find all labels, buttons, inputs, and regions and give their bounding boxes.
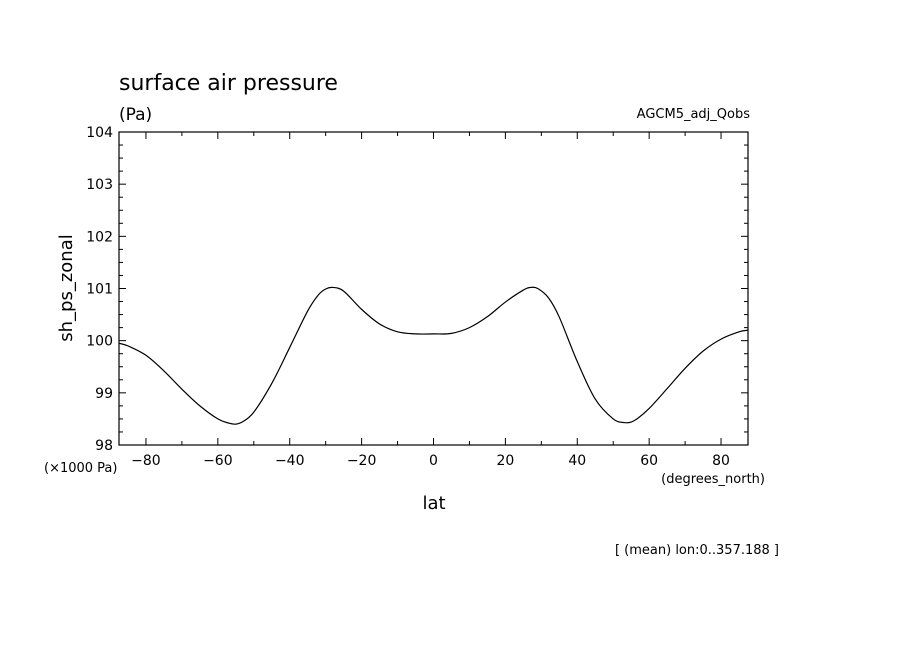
y-tick-label: 104: [86, 125, 113, 141]
series-line: [118, 286, 749, 425]
y-units-label: (×1000 Pa): [44, 461, 117, 476]
chart-subtitle: (Pa): [119, 105, 152, 125]
x-tick-label: −60: [203, 453, 233, 469]
plot-frame: [118, 131, 749, 446]
x-tick-label: 0: [429, 453, 438, 469]
y-tick-label: 101: [86, 282, 113, 298]
x-axis: −80 −60 −40 −20 0 20 40 60 80: [131, 132, 730, 469]
footnote: [ (mean) lon:0..357.188 ]: [615, 543, 779, 558]
y-tick-label: 100: [86, 334, 113, 350]
x-axis-label: lat: [422, 493, 445, 514]
x-tick-label: −80: [131, 453, 161, 469]
y-axis-label: sh_ps_zonal: [56, 234, 77, 342]
y-axis: 98 99 100 101 102 103 104: [86, 125, 748, 454]
model-label: AGCM5_adj_Qobs: [637, 107, 751, 122]
y-tick-label: 99: [95, 386, 113, 402]
x-tick-label: 60: [640, 453, 658, 469]
y-tick-label: 102: [86, 229, 113, 245]
x-tick-label: −40: [275, 453, 305, 469]
chart-title: surface air pressure: [119, 71, 338, 96]
y-tick-label: 103: [86, 177, 113, 193]
y-tick-label: 98: [95, 438, 113, 454]
x-tick-label: 80: [712, 453, 730, 469]
x-tick-label: 20: [496, 453, 514, 469]
x-tick-label: −20: [347, 453, 377, 469]
x-tick-label: 40: [568, 453, 586, 469]
x-units-label: (degrees_north): [661, 472, 765, 487]
